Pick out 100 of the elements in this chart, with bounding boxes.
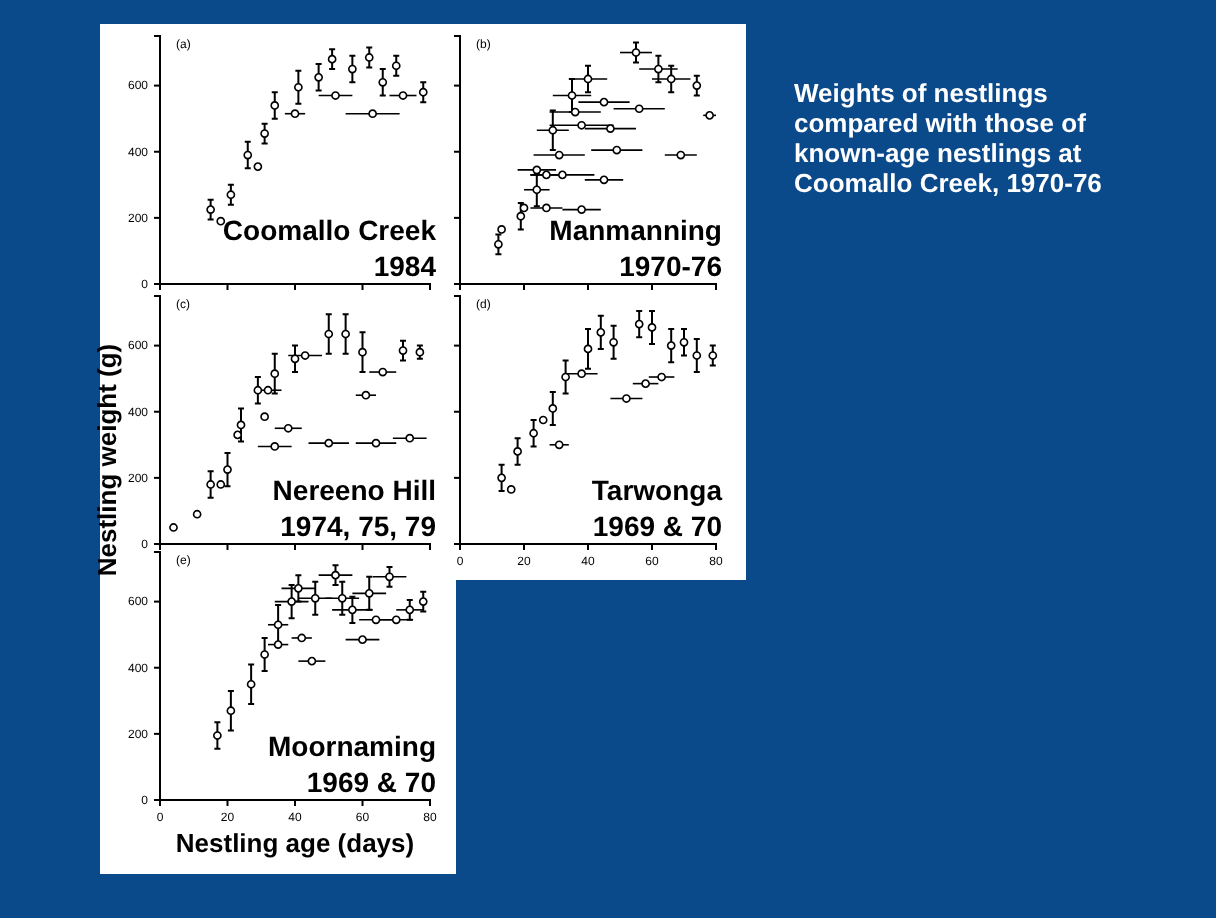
point <box>497 473 506 483</box>
point <box>622 394 631 403</box>
point <box>310 593 320 603</box>
point <box>260 650 269 659</box>
point <box>253 162 263 171</box>
point <box>577 369 586 379</box>
point <box>692 351 702 360</box>
point <box>554 150 564 160</box>
point <box>273 640 283 649</box>
point <box>497 225 506 234</box>
point <box>358 347 367 357</box>
point <box>398 346 408 355</box>
annotation: Nereeno Hill <box>272 474 436 506</box>
point <box>270 101 280 110</box>
point <box>337 593 347 603</box>
point <box>233 430 242 440</box>
point <box>358 635 367 644</box>
point <box>494 239 503 249</box>
point <box>418 87 428 97</box>
point <box>270 442 280 451</box>
point <box>378 77 388 87</box>
point <box>583 74 593 84</box>
point <box>391 61 401 71</box>
annotation: 1984 <box>373 250 437 282</box>
annotation: 1969 & 70 <box>592 510 723 542</box>
point <box>657 372 666 382</box>
text: Weights of nestlings compared with those of known-age nestlings at Coomallo Creek, 1970-76 <box>794 78 1102 198</box>
point <box>283 423 293 433</box>
point <box>290 109 300 119</box>
point <box>519 203 529 213</box>
point <box>368 109 377 119</box>
point <box>364 53 374 62</box>
point <box>169 523 178 532</box>
point <box>599 175 609 185</box>
point <box>253 385 263 395</box>
point <box>558 170 567 180</box>
point <box>331 91 340 100</box>
point <box>307 656 317 666</box>
point <box>290 354 300 364</box>
point <box>206 480 215 489</box>
point <box>666 74 676 84</box>
point <box>654 64 663 74</box>
point <box>226 706 236 716</box>
point <box>577 205 586 214</box>
point <box>378 367 388 377</box>
point <box>226 190 236 200</box>
point <box>341 329 350 339</box>
point <box>361 390 371 400</box>
point <box>561 372 570 382</box>
point <box>294 82 303 92</box>
point <box>676 150 686 160</box>
point <box>216 480 226 489</box>
point <box>385 572 394 582</box>
point <box>631 48 641 57</box>
point <box>538 415 548 425</box>
point <box>634 319 644 329</box>
point <box>348 605 357 615</box>
point <box>260 412 269 422</box>
point <box>692 81 702 90</box>
point <box>405 605 415 615</box>
point <box>213 731 222 740</box>
point <box>371 615 381 625</box>
annotation: 1970-76 <box>619 250 723 282</box>
y-axis-title: Nestling weight (g) <box>92 343 122 577</box>
point <box>331 570 340 580</box>
point <box>679 337 689 347</box>
point <box>570 107 580 117</box>
point <box>287 597 296 606</box>
point <box>599 97 609 107</box>
point <box>606 124 615 133</box>
annotation: Tarwonga <box>591 474 723 506</box>
point <box>532 185 542 195</box>
point <box>294 584 303 593</box>
point <box>548 125 558 135</box>
point <box>206 205 215 214</box>
point <box>516 211 526 221</box>
point <box>324 329 334 339</box>
point <box>324 438 334 448</box>
annotation: Manmanning <box>549 214 722 246</box>
point <box>405 433 415 443</box>
point <box>391 615 401 625</box>
point <box>418 597 428 606</box>
point <box>577 120 586 130</box>
point <box>647 323 657 332</box>
point <box>398 91 408 100</box>
point <box>634 104 644 114</box>
point <box>609 337 618 347</box>
point <box>596 328 606 337</box>
point <box>506 485 516 494</box>
point <box>314 72 323 82</box>
point <box>246 679 256 689</box>
point <box>666 341 676 350</box>
annotation: 1974, 75, 79 <box>280 510 437 542</box>
point <box>192 509 202 519</box>
point <box>513 447 522 456</box>
x-axis-title: Nestling age (days) <box>175 828 415 858</box>
point <box>548 404 558 413</box>
point <box>327 54 337 64</box>
point <box>260 129 269 138</box>
point <box>371 438 381 448</box>
